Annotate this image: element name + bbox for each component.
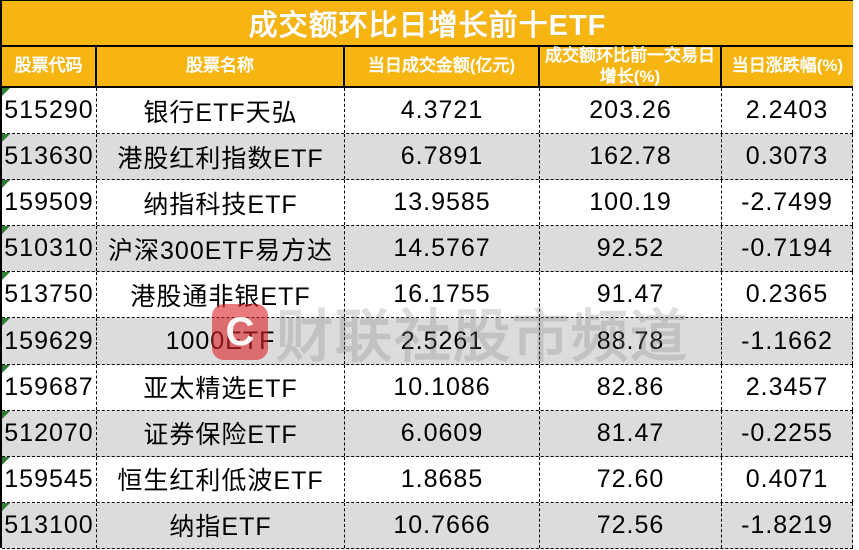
cell-growth: 72.56 [540,502,722,548]
cell-growth: 91.47 [540,272,722,318]
cell-change: -0.2255 [722,410,853,456]
green-triangle-indicator-icon [2,364,10,373]
cell-stock-name: 港股红利指数ETF [97,134,345,180]
column-header-change: 当日涨跌幅(%) [731,56,844,76]
table-row: 515290 银行ETF天弘 4.3721 203.26 2.2403 [2,88,853,135]
cell-growth: 81.47 [540,410,722,456]
table-title: 成交额环比日增长前十ETF [2,1,853,47]
table-row: 159687 亚太精选ETF 10.1086 82.86 2.3457 [2,364,853,411]
cell-stock-name: 港股通非银ETF [97,272,345,318]
column-header-stock-name: 股票名称 [97,47,345,86]
green-triangle-indicator-icon [2,410,10,419]
cell-growth: 82.86 [540,364,722,410]
cell-change: -1.8219 [722,502,853,548]
cell-turnover: 10.7666 [345,502,540,548]
cell-turnover: 14.5767 [345,226,540,272]
cell-turnover: 10.1086 [345,364,540,410]
cell-stock-name: 恒生红利低波ETF [97,456,345,502]
cell-turnover: 6.0609 [345,410,540,456]
table-row: 510310 沪深300ETF易方达 14.5767 92.52 -0.7194 [2,226,853,273]
cell-stock-code: 515290 [2,88,97,134]
table-row: 159545 恒生红利低波ETF 1.8685 72.60 0.4071 [2,456,853,503]
cell-change: 0.4071 [722,456,853,502]
cell-change: -1.1662 [722,318,853,364]
cell-stock-code: 513100 [2,502,97,548]
cell-turnover: 16.1755 [345,272,540,318]
green-triangle-indicator-icon [2,134,10,143]
cell-stock-code: 159509 [2,180,97,226]
green-triangle-indicator-icon [2,226,10,235]
cell-stock-name: 沪深300ETF易方达 [97,226,345,272]
cell-turnover: 13.9585 [345,180,540,226]
table-row: 512070 证券保险ETF 6.0609 81.47 -0.2255 [2,410,853,457]
table-row: 513750 港股通非银ETF 16.1755 91.47 0.2365 [2,272,853,319]
cell-stock-name: 纳指科技ETF [97,180,345,226]
cell-stock-code: 513630 [2,134,97,180]
table-row: 159629 1000ETF 2.5261 88.78 -1.1662 [2,318,853,365]
cell-turnover: 1.8685 [345,456,540,502]
cell-growth: 88.78 [540,318,722,364]
table-row: 513100 纳指ETF 10.7666 72.56 -1.8219 [2,502,853,549]
green-triangle-indicator-icon [2,456,10,465]
cell-stock-code: 159629 [2,318,97,364]
cell-growth: 100.19 [540,180,722,226]
cell-growth: 203.26 [540,88,722,134]
cell-change: -0.7194 [722,226,853,272]
column-header-growth: 成交额环比前一交易日增长(%) [540,46,722,86]
cell-stock-name: 银行ETF天弘 [97,88,345,134]
cell-stock-code: 159545 [2,456,97,502]
table-row: 513630 港股红利指数ETF 6.7891 162.78 0.3073 [2,134,853,181]
cell-stock-name: 亚太精选ETF [97,364,345,410]
green-triangle-indicator-icon [2,88,10,96]
cell-change: 2.3457 [722,364,853,410]
cell-stock-code: 159687 [2,364,97,410]
table-row: 159509 纳指科技ETF 13.9585 100.19 -2.7499 [2,180,853,227]
cell-stock-name: 纳指ETF [97,502,345,548]
cell-change: 0.2365 [722,272,853,318]
cell-stock-code: 513750 [2,272,97,318]
cell-stock-name: 1000ETF [97,318,345,364]
column-header-turnover: 当日成交金额(亿元) [345,47,540,86]
cell-growth: 162.78 [540,134,722,180]
cell-growth: 72.60 [540,456,722,502]
cell-change: -2.7499 [722,180,853,226]
table-body: 515290 银行ETF天弘 4.3721 203.26 2.2403 513630 港股红… [2,88,853,549]
cell-change: 2.2403 [722,88,853,134]
cell-turnover: 4.3721 [345,88,540,134]
green-triangle-indicator-icon [2,272,10,281]
cell-growth: 92.52 [540,226,722,272]
table-header-row: 股票代码 股票名称 当日成交金额(亿元) 成交额环比前一交易日增长(%) 当日涨… [2,46,853,88]
cell-stock-name: 证券保险ETF [97,410,345,456]
cell-stock-code: 510310 [2,226,97,272]
column-header-stock-code: 股票代码 [2,47,97,86]
cell-change: 0.3073 [722,134,853,180]
cell-turnover: 6.7891 [345,134,540,180]
cell-turnover: 2.5261 [345,318,540,364]
green-triangle-indicator-icon [2,502,10,511]
cell-stock-code: 512070 [2,410,97,456]
green-triangle-indicator-icon [2,180,10,189]
green-triangle-indicator-icon [2,318,10,327]
